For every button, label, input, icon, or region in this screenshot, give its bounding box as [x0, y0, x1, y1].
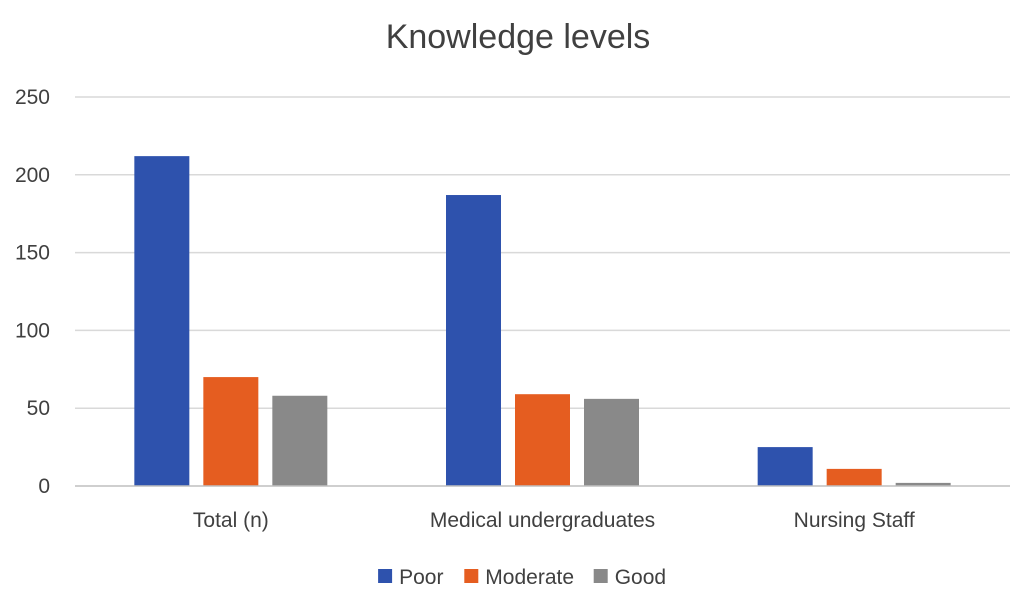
chart-title: Knowledge levels — [386, 18, 651, 56]
bar-poor-2 — [757, 447, 813, 486]
legend-swatch — [464, 569, 479, 583]
legend-item-poor: Poor — [378, 566, 443, 589]
bar-good-1 — [584, 398, 639, 486]
legend-item-good: Good — [593, 566, 666, 589]
bar-good-0 — [272, 395, 328, 486]
bar-moderate-0 — [203, 377, 259, 486]
bar-poor-1 — [446, 195, 501, 486]
gridlines — [75, 96, 1010, 409]
x-category-label: Medical undergraduates — [430, 509, 655, 532]
y-tick-label: 150 — [15, 242, 50, 265]
y-axis-tick-labels: 0 50 100 150 200 250 — [15, 86, 50, 498]
legend-label: Good — [615, 566, 666, 589]
y-tick-label: 0 — [38, 475, 50, 498]
legend-item-moderate: Moderate — [464, 566, 574, 589]
y-tick-label: 200 — [15, 164, 50, 187]
bar-good-2 — [895, 482, 951, 486]
bar-poor-0 — [134, 156, 190, 487]
x-axis-category-labels: Total (n) Medical undergraduates Nursing S… — [193, 509, 915, 532]
x-category-label: Nursing Staff — [794, 509, 915, 532]
bar-moderate-2 — [826, 468, 882, 486]
legend-swatch — [378, 569, 393, 583]
legend-label: Moderate — [485, 566, 574, 589]
legend: Poor Moderate Good — [378, 566, 666, 589]
bar-moderate-1 — [515, 394, 570, 486]
legend-swatch — [593, 569, 608, 583]
y-tick-label: 250 — [15, 86, 50, 109]
x-category-label: Total (n) — [193, 509, 269, 532]
legend-label: Poor — [399, 566, 443, 589]
y-tick-label: 100 — [15, 319, 50, 342]
bars — [134, 156, 951, 487]
y-tick-label: 50 — [27, 397, 50, 420]
